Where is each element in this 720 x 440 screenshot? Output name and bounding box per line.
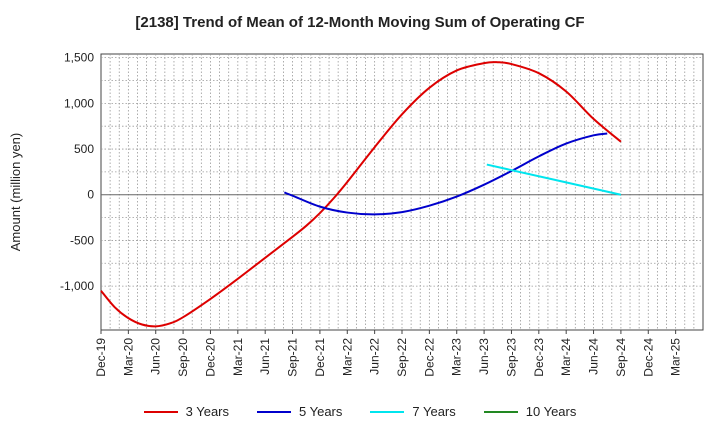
legend-item: 10 Years	[483, 404, 577, 419]
x-axis: Dec-19 Mar-20 Jun-20 Sep-20 Dec-20 Mar-21 Jun-…	[94, 330, 683, 377]
x-tick-label: Mar-25	[669, 338, 683, 376]
legend-label: 7 Years	[412, 404, 456, 419]
x-tick-label: Dec-20	[203, 338, 217, 377]
x-tick-label: Mar-21	[231, 338, 245, 376]
y-tick-label: 500	[74, 142, 94, 156]
x-tick-label: Sep-24	[614, 338, 628, 377]
legend-label: 10 Years	[525, 404, 577, 419]
y-axis: -1,000 -500 0 500 1,000 1,500	[60, 51, 94, 293]
y-tick-label: 0	[87, 188, 94, 202]
grid	[101, 54, 703, 330]
x-tick-label: Sep-21	[286, 338, 300, 377]
x-tick-label: Dec-22	[422, 338, 436, 377]
y-axis-label: Amount (million yen)	[8, 133, 23, 252]
series-line-5-years	[283, 132, 608, 216]
legend-swatch	[370, 410, 405, 413]
x-tick-label: Sep-20	[176, 338, 190, 377]
x-tick-label: Jun-23	[477, 338, 491, 375]
series-lines	[100, 61, 622, 328]
legend-label: 5 Years	[299, 404, 343, 419]
legend-item: 5 Years	[257, 404, 342, 419]
legend-swatch	[483, 410, 518, 413]
legend-item: 7 Years	[370, 404, 456, 419]
legend-swatch	[143, 410, 178, 413]
legend-item: 3 Years	[143, 404, 229, 419]
x-tick-label: Sep-23	[504, 338, 518, 377]
x-tick-label: Mar-20	[121, 338, 135, 376]
x-tick-label: Jun-20	[149, 338, 163, 375]
x-tick-label: Jun-24	[587, 338, 601, 375]
chart-title: [2138] Trend of Mean of 12-Month Moving …	[135, 14, 585, 31]
series-line-7-years	[486, 163, 622, 196]
x-tick-label: Jun-22	[368, 338, 382, 375]
legend-label: 3 Years	[185, 404, 229, 419]
x-tick-label: Mar-24	[559, 338, 573, 376]
y-tick-label: 1,000	[64, 96, 94, 110]
x-tick-label: Dec-24	[641, 338, 655, 377]
series-line-3-years	[100, 61, 622, 328]
x-tick-label: Mar-22	[340, 338, 354, 376]
legend: 3 Years 5 Years 7 Years 10 Years	[0, 404, 720, 419]
x-tick-label: Sep-22	[395, 338, 409, 377]
x-tick-label: Dec-23	[532, 338, 546, 377]
legend-swatch	[257, 410, 291, 413]
x-tick-label: Dec-19	[94, 338, 108, 377]
x-tick-label: Dec-21	[313, 338, 327, 377]
y-tick-label: -1,000	[60, 279, 94, 293]
x-tick-label: Jun-21	[258, 338, 272, 375]
x-tick-label: Mar-23	[450, 338, 464, 376]
y-tick-label: 1,500	[64, 51, 94, 65]
y-tick-label: -500	[70, 233, 94, 247]
